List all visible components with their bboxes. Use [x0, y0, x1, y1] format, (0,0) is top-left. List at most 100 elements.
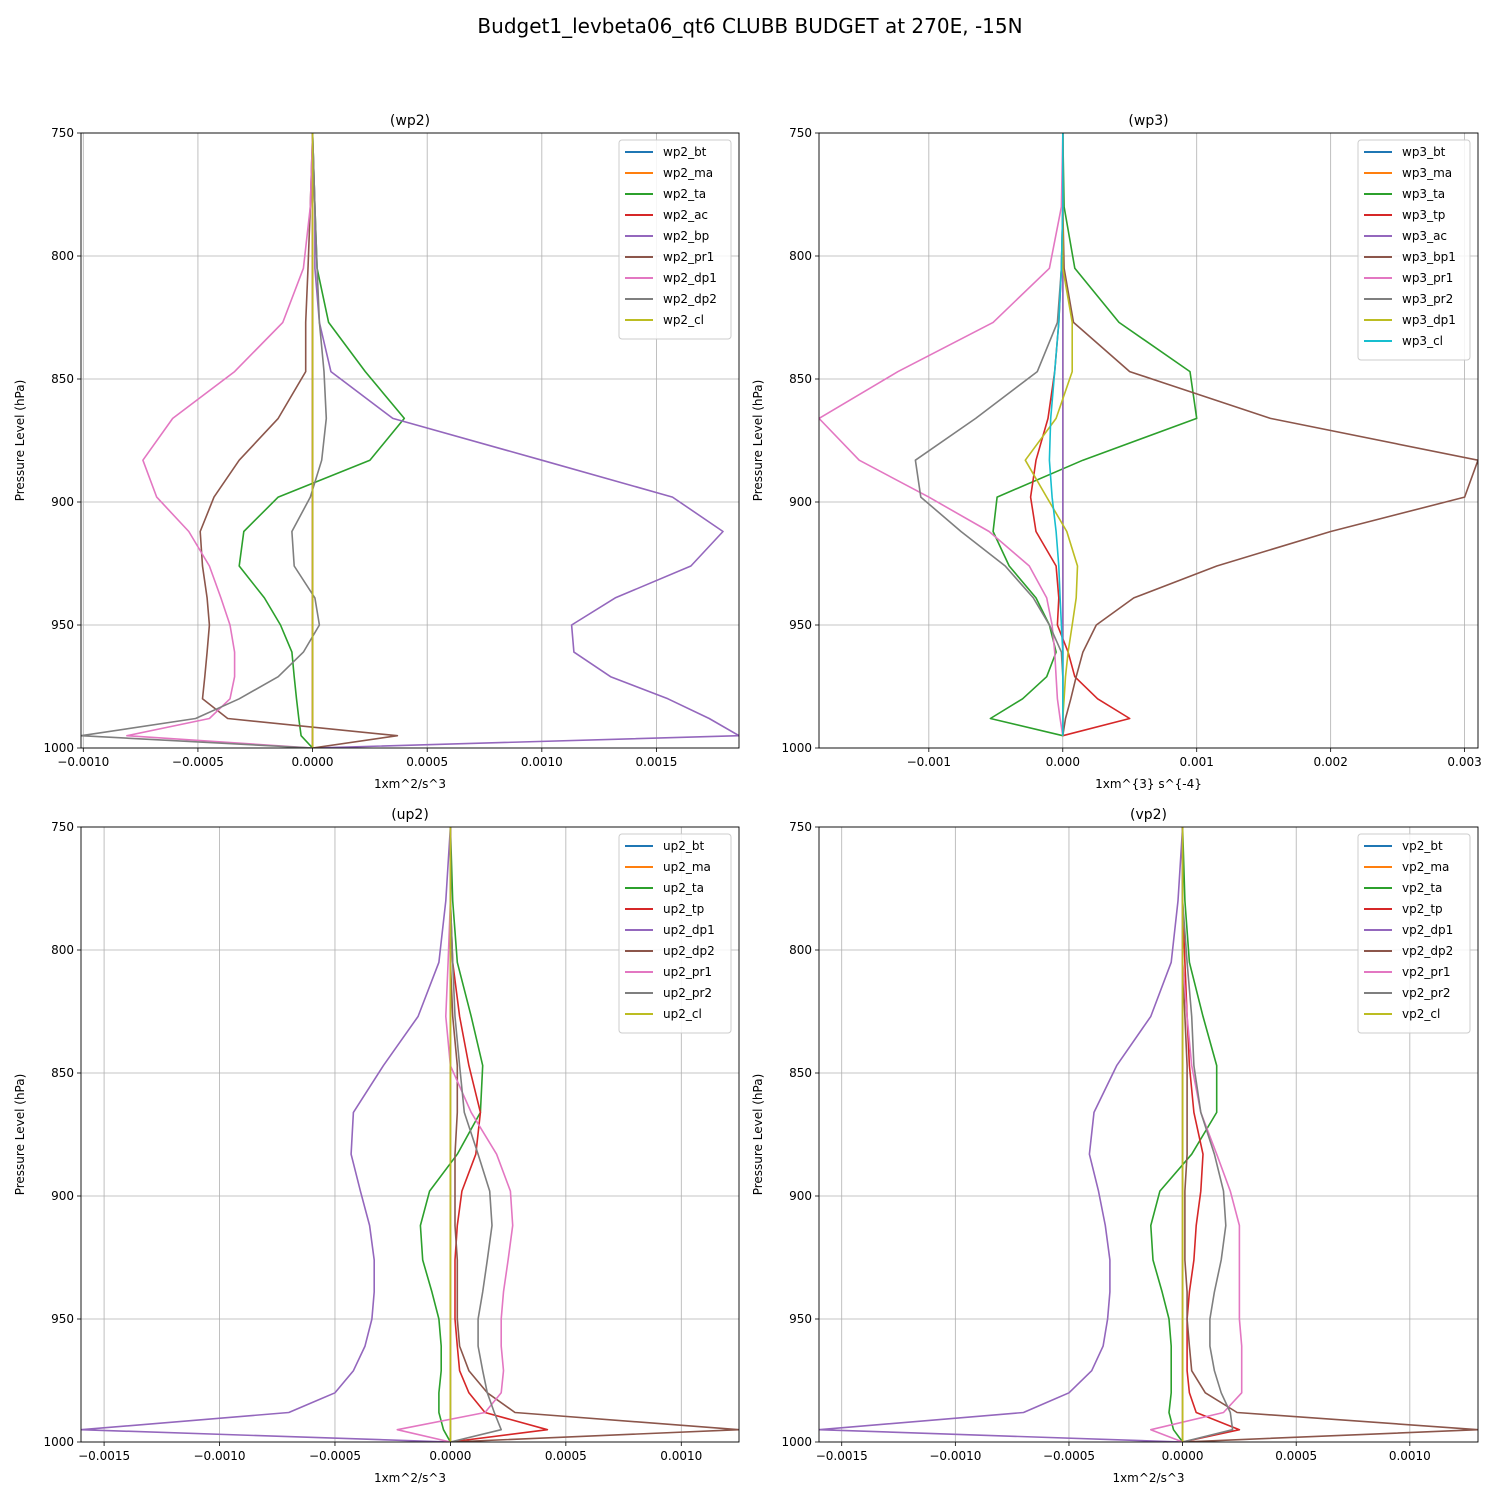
- legend-entry: wp2_cl: [663, 313, 704, 327]
- legend-entry: wp2_pr1: [663, 250, 714, 264]
- x-tick-label: 0.0010: [660, 1449, 702, 1463]
- series-line-wp3_bp1: [1062, 133, 1478, 736]
- series-line-up2_dp2: [449, 827, 739, 1442]
- legend-entry: vp2_dp1: [1402, 923, 1453, 937]
- legend-entry: up2_ma: [663, 860, 711, 874]
- series-line-wp3_tp: [1029, 133, 1131, 737]
- series-line-wp2_pr1: [199, 133, 399, 748]
- y-tick-label: 750: [789, 820, 812, 834]
- x-axis-label: 1xm^{3} s^{-4}: [1095, 777, 1202, 791]
- x-tick-label: 0.0000: [1162, 1449, 1204, 1463]
- y-tick-label: 1000: [781, 1435, 812, 1449]
- y-tick-label: 950: [789, 1312, 812, 1326]
- legend: wp2_bt wp2_ma wp2_ta wp2_ac wp2_bp wp2_pr1 wp2…: [618, 139, 732, 340]
- legend-entry: vp2_pr1: [1402, 965, 1451, 979]
- x-tick-label: −0.0015: [816, 1449, 868, 1463]
- y-tick-label: 1000: [43, 741, 74, 755]
- legend: wp3_bt wp3_ma wp3_ta wp3_tp wp3_ac wp3_bp1 wp3…: [1357, 139, 1471, 361]
- x-tick-label: −0.0005: [1043, 1449, 1095, 1463]
- series-line-up2_tp: [449, 827, 549, 1442]
- y-tick-label: 1000: [43, 1435, 74, 1449]
- legend-entry: wp3_ac: [1402, 229, 1447, 243]
- x-tick-label: 0.001: [1180, 755, 1214, 769]
- series-line-wp3_ta: [989, 133, 1198, 737]
- x-tick-label: −0.0010: [194, 1449, 246, 1463]
- legend-entry: wp2_bp: [663, 229, 709, 243]
- chart-panel-1: −0.0010 −0.0005 0.0000 0.0005 0.0010 0.0015 75…: [13, 113, 740, 791]
- series-line-wp3_cl: [1048, 133, 1064, 736]
- x-tick-label: 0.000: [1046, 755, 1080, 769]
- legend-entry: wp2_ac: [663, 208, 708, 222]
- series-group: [81, 827, 739, 1442]
- legend-entry: wp2_dp1: [663, 271, 717, 285]
- legend-entry: up2_dp1: [663, 923, 715, 937]
- legend-entry: up2_cl: [663, 1007, 702, 1021]
- legend-entry: wp3_dp1: [1402, 313, 1456, 327]
- x-tick-label: −0.0005: [309, 1449, 361, 1463]
- y-tick-label: 800: [789, 249, 812, 263]
- axes-frame: [80, 826, 740, 1443]
- series-line-wp2_dp1: [126, 133, 314, 748]
- x-tick-label: −0.0015: [78, 1449, 130, 1463]
- x-tick-label: 0.0015: [635, 755, 677, 769]
- legend-entry: wp3_tp: [1402, 208, 1445, 222]
- legend-entry: wp3_cl: [1402, 334, 1443, 348]
- legend-entry: vp2_tp: [1402, 902, 1443, 916]
- x-tick-label: 0.0010: [1389, 1449, 1431, 1463]
- panel-title: (up2): [391, 807, 429, 823]
- legend-box: [1357, 833, 1471, 1034]
- legend-entry: wp2_dp2: [663, 292, 717, 306]
- y-axis-label: Pressure Level (hPa): [13, 1074, 27, 1196]
- x-tick-label: −0.0010: [929, 1449, 981, 1463]
- y-tick-label: 900: [789, 495, 812, 509]
- chart-panel-3: −0.0015 −0.0010 −0.0005 0.0000 0.0005 0.0010 7…: [13, 807, 740, 1485]
- y-tick-label: 800: [51, 943, 74, 957]
- x-axis-label: 1xm^2/s^3: [1112, 1471, 1184, 1485]
- x-tick-label: −0.001: [907, 755, 951, 769]
- legend-entry: wp3_bt: [1402, 145, 1446, 159]
- series-line-vp2_pr2: [1181, 827, 1234, 1442]
- series-line-wp2_ta: [238, 133, 406, 748]
- figure-title: Budget1_levbeta06_qt6 CLUBB BUDGET at 27…: [477, 14, 1023, 38]
- y-tick-label: 800: [51, 249, 74, 263]
- y-tick-label: 950: [51, 618, 74, 632]
- series-line-up2_pr1: [396, 827, 514, 1442]
- x-tick-label: 0.003: [1447, 755, 1481, 769]
- legend-entry: wp2_ta: [663, 187, 706, 201]
- legend-entry: wp3_pr1: [1402, 271, 1453, 285]
- y-tick-label: 900: [51, 1189, 74, 1203]
- panel-title: (wp3): [1128, 113, 1168, 129]
- x-tick-label: 0.0010: [521, 755, 563, 769]
- x-tick-label: 0.0000: [292, 755, 334, 769]
- y-tick-label: 850: [789, 1066, 812, 1080]
- axes-frame: [80, 132, 740, 749]
- series-line-up2_ta: [419, 827, 484, 1442]
- legend-entry: up2_pr1: [663, 965, 712, 979]
- panel-title: (vp2): [1130, 807, 1167, 823]
- y-tick-label: 750: [51, 126, 74, 140]
- y-tick-label: 850: [789, 372, 812, 386]
- x-axis-label: 1xm^2/s^3: [374, 1471, 446, 1485]
- panel-title: (wp2): [390, 113, 430, 129]
- legend-entry: vp2_bt: [1402, 839, 1443, 853]
- chart-panel-4: −0.0015 −0.0010 −0.0005 0.0000 0.0005 0.0010 7…: [751, 807, 1479, 1485]
- y-tick-label: 950: [789, 618, 812, 632]
- x-tick-label: −0.0005: [172, 755, 224, 769]
- y-tick-label: 900: [51, 495, 74, 509]
- chart-panel-2: −0.001 0.000 0.001 0.002 0.003 750 800 850 900 95…: [751, 113, 1482, 791]
- x-tick-label: 0.0005: [545, 1449, 587, 1463]
- series-line-vp2_ta: [1150, 827, 1218, 1442]
- legend-entry: vp2_pr2: [1402, 986, 1451, 1000]
- axes-frame: [818, 826, 1479, 1443]
- legend-entry: wp2_ma: [663, 166, 713, 180]
- legend-box: [618, 139, 732, 340]
- y-axis-label: Pressure Level (hPa): [751, 1074, 765, 1196]
- legend-entry: wp3_ma: [1402, 166, 1452, 180]
- y-tick-label: 950: [51, 1312, 74, 1326]
- y-axis-label: Pressure Level (hPa): [13, 380, 27, 502]
- y-axis-label: Pressure Level (hPa): [751, 380, 765, 502]
- y-tick-label: 850: [51, 1066, 74, 1080]
- x-tick-label: −0.0010: [57, 755, 109, 769]
